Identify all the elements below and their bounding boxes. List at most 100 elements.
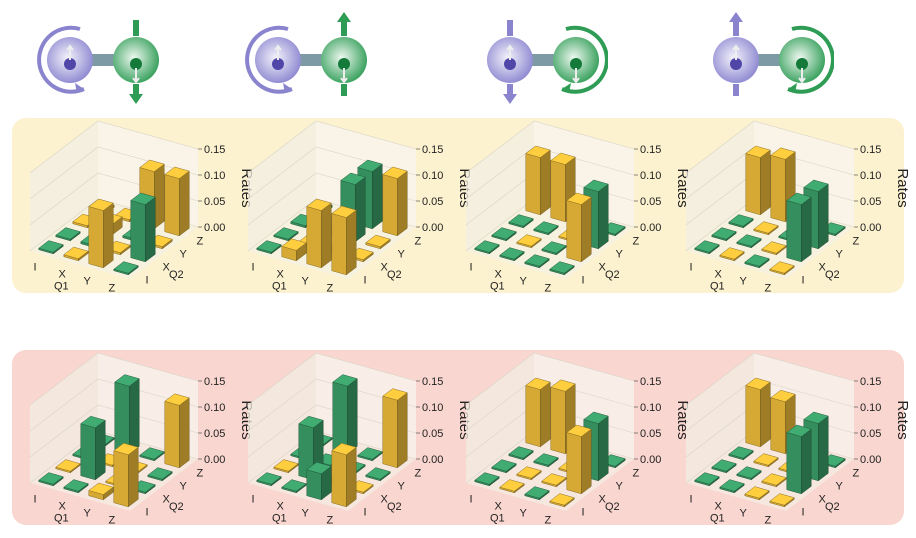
gridline: [29, 146, 199, 200]
bar-top-face: [549, 261, 575, 274]
z-tick-label: 0.05: [204, 196, 225, 208]
bar: [533, 221, 559, 236]
bar-front-face: [566, 200, 582, 263]
spin-down-icon: [798, 68, 806, 84]
q1-tick-label: Y: [520, 276, 528, 288]
bar-side-face: [818, 415, 829, 482]
spin-up-down-icon: [274, 44, 282, 60]
bar-top-face: [550, 379, 576, 392]
bar-top-face: [525, 377, 551, 390]
back-wall: [248, 353, 316, 483]
bar-side-face: [321, 202, 332, 269]
z-tick-label: 0.00: [204, 454, 225, 466]
gridline: [465, 352, 635, 406]
z-tick-label: 0.00: [422, 454, 443, 466]
z-tick-label: 0.10: [204, 170, 225, 182]
bar: [38, 240, 64, 255]
bar-top-face: [55, 459, 81, 472]
q1-axis-label: Q1: [54, 280, 69, 292]
bar: [273, 227, 299, 242]
z-tick-label: 0.10: [422, 170, 443, 182]
rotation-cw-icon: [561, 25, 608, 94]
q2-tick-label: X: [819, 494, 827, 506]
q1-tick-label: Y: [84, 276, 92, 288]
arrow-down-icon: [503, 20, 517, 104]
chart-panel-top-1: 0.00 0.05 0.10 0.15 Rates I X Y Z Q1 I X Y Z Q2: [20, 118, 255, 295]
bar-top-face: [719, 247, 745, 260]
bar-side-face: [581, 196, 592, 263]
bar-top-face: [550, 152, 576, 165]
qubit-diagram-3: [468, 6, 608, 112]
bar: [306, 461, 332, 501]
bar: [382, 166, 408, 237]
q1-tick-label: I: [690, 262, 693, 274]
q1-axis-label: Q1: [710, 280, 725, 292]
bar-top-face: [524, 254, 550, 267]
q2-axis-label: Q2: [169, 501, 184, 513]
z-tick-label: 0.15: [860, 144, 881, 156]
q1-tick-label: Y: [84, 508, 92, 520]
z-tick-label: 0.05: [422, 196, 443, 208]
q1-tick-label: Z: [545, 515, 552, 527]
bar: [736, 234, 762, 249]
q2-tick-label: Z: [415, 468, 422, 480]
q1-tick-label: X: [495, 269, 503, 281]
bar: [744, 254, 770, 269]
q2-tick-label: Z: [633, 236, 640, 248]
bar-front-face: [550, 160, 566, 223]
q2-tick-label: Z: [853, 236, 860, 248]
bar-top-face: [770, 389, 796, 403]
q1-tick-label: I: [34, 494, 37, 506]
bar: [88, 482, 114, 501]
bar-front-face: [566, 432, 582, 495]
bar-front-face: [770, 154, 786, 223]
bar: [711, 459, 737, 474]
coupler-link: [294, 54, 326, 66]
z-tick-label: 0.15: [422, 144, 443, 156]
z-tick-label: 0.10: [640, 402, 661, 414]
bar-top-face: [130, 192, 156, 205]
q2-tick-label: X: [163, 494, 171, 506]
bar: [365, 234, 391, 250]
bar-top-face: [306, 461, 332, 475]
bar: [38, 472, 64, 487]
bar-top-face: [164, 166, 190, 179]
bar-top-face: [736, 466, 762, 479]
q2-tick-label: X: [381, 262, 389, 274]
bar: [164, 166, 190, 237]
q1-tick-label: X: [495, 501, 503, 513]
bar-top-face: [273, 459, 299, 472]
bar: [273, 459, 299, 474]
bar: [786, 192, 812, 263]
bar-top-face: [331, 442, 357, 456]
bar-top-face: [273, 227, 299, 240]
bar-top-face: [786, 192, 812, 205]
diagram-svg: [37, 20, 159, 104]
bar-side-face: [372, 163, 383, 230]
bar: [719, 479, 745, 494]
chart-panel-top-2: 0.00 0.05 0.10 0.15 Rates I X Y Z Q1 I X Y Z Q2: [238, 118, 473, 295]
bar-front-face: [113, 450, 129, 508]
bar-side-face: [540, 381, 551, 448]
bar-front-face: [745, 153, 761, 216]
spin-down-icon: [340, 68, 348, 84]
z-tick-label: 0.05: [860, 196, 881, 208]
q2-tick-label: I: [582, 507, 585, 519]
q1-axis-label: Q1: [490, 280, 505, 292]
bar-top-face: [524, 486, 550, 499]
bar-front-face: [382, 395, 398, 469]
rotation-ccw-icon: [245, 25, 293, 94]
bar: [382, 388, 408, 469]
bar: [711, 227, 737, 242]
bar-top-face: [281, 238, 307, 251]
q1-tick-label: Y: [302, 508, 310, 520]
bar-top-face: [736, 234, 762, 247]
bar-top-face: [147, 467, 173, 480]
chart-panel-bottom-2: 0.00 0.05 0.10 0.15 Rates I X Y Z Q1 I X Y Z Q2: [238, 350, 473, 527]
bar-top-face: [55, 227, 81, 240]
bar-side-face: [347, 378, 358, 455]
gridline: [29, 352, 199, 406]
diagram-svg: [487, 20, 608, 104]
q2-tick-label: X: [599, 494, 607, 506]
bar-front-face: [130, 200, 146, 263]
